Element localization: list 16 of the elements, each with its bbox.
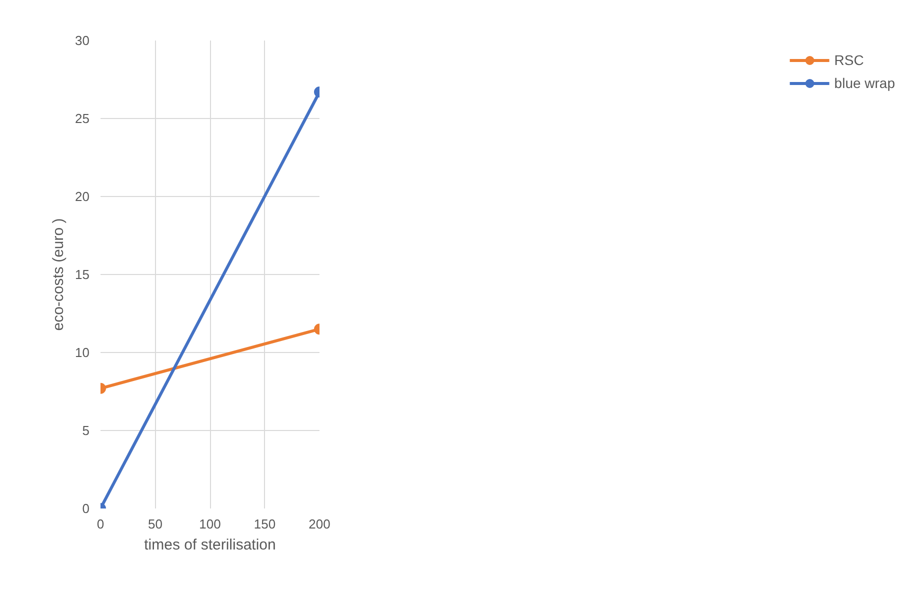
y-tick-label: 5 [82, 423, 90, 438]
y-axis-title: eco-costs (euro ) [50, 218, 68, 331]
y-tick-label: 15 [75, 267, 90, 282]
x-tick-label: 200 [308, 516, 330, 532]
x-tick-label: 150 [254, 516, 276, 532]
y-tick-label: 10 [75, 345, 90, 360]
x-tick-label: 100 [199, 516, 221, 532]
legend-label: RSC [834, 52, 864, 68]
x-tick-label: 0 [96, 516, 104, 532]
legend-label: blue wrap [834, 75, 895, 91]
y-tick-label: 0 [82, 501, 90, 516]
y-tick-label: 20 [75, 189, 90, 204]
x-axis-title: times of sterilisation [144, 536, 276, 554]
y-tick-label: 30 [75, 33, 90, 48]
y-tick-label: 25 [75, 111, 90, 126]
x-tick-label: 50 [148, 516, 162, 532]
